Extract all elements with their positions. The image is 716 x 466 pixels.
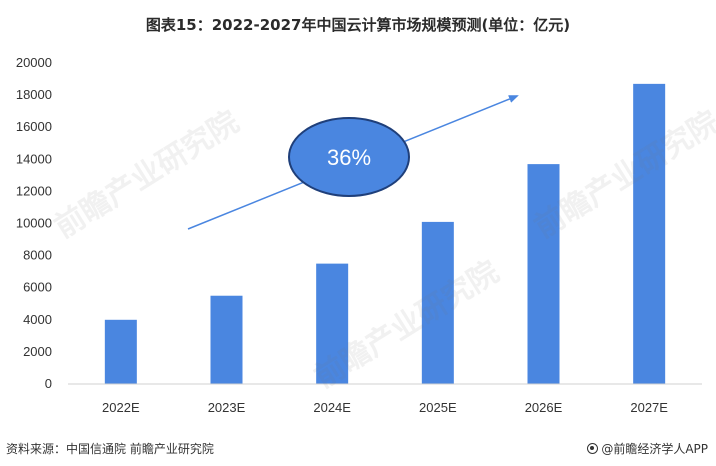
y-tick-label: 16000 [16, 119, 52, 134]
x-tick-label: 2025E [419, 400, 457, 415]
bar [421, 221, 454, 384]
logo-icon [587, 443, 599, 454]
x-tick-label: 2023E [208, 400, 246, 415]
brand-credit: @前瞻经济学人APP [587, 440, 708, 457]
bar [316, 263, 349, 384]
source-note: 资料来源：中国信通院 前瞻产业研究院 [6, 442, 214, 456]
y-tick-label: 10000 [16, 216, 52, 231]
x-axis: 2022E 2023E 2024E 2025E 2026E 2027E [68, 383, 702, 415]
y-tick-label: 2000 [23, 344, 52, 359]
chart-title: 图表15：2022-2027年中国云计算市场规模预测(单位：亿元) [145, 16, 571, 34]
y-axis: 0 2000 4000 6000 8000 10000 12000 14000 16000 180… [16, 55, 52, 391]
x-tick-label: 2027E [630, 400, 668, 415]
x-tick-label: 2026E [525, 400, 563, 415]
growth-ellipse [288, 117, 410, 197]
y-tick-label: 0 [45, 376, 52, 391]
y-tick-label: 4000 [23, 312, 52, 327]
brand-text: @前瞻经济学人APP [601, 442, 708, 456]
y-tick-label: 6000 [23, 280, 52, 295]
x-tick-label: 2024E [313, 400, 351, 415]
y-tick-label: 12000 [16, 183, 52, 198]
bar [527, 164, 560, 384]
y-tick-label: 20000 [16, 55, 52, 70]
growth-annotation: 36% [187, 95, 519, 230]
bars [104, 83, 666, 385]
bar [104, 319, 137, 384]
x-tick-label: 2022E [102, 400, 140, 415]
growth-rate-label: 36% [327, 145, 371, 170]
y-tick-label: 8000 [23, 248, 52, 263]
bar [633, 83, 666, 385]
y-tick-label: 18000 [16, 87, 52, 102]
bar [210, 295, 243, 384]
y-tick-label: 14000 [16, 151, 52, 166]
